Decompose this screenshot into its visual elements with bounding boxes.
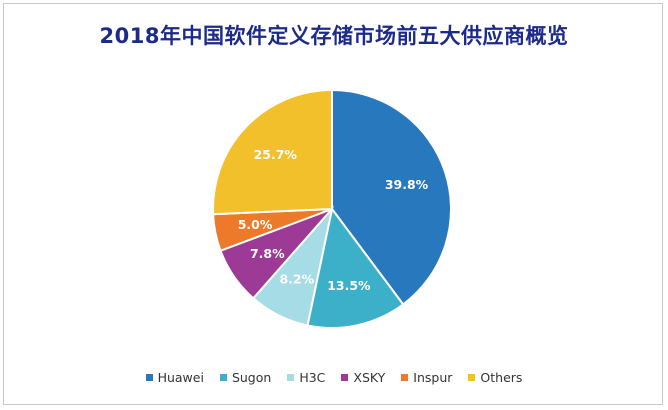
- pie-slice-others: [212, 88, 333, 216]
- legend-swatch-xsky: [341, 374, 349, 381]
- legend-label-huawei: Huawei: [157, 370, 204, 385]
- legend-item-inspur: Inspur: [401, 370, 452, 385]
- legend-label-inspur: Inspur: [413, 370, 453, 385]
- data-label-others: 25.7%: [254, 147, 298, 162]
- legend-label-others: Others: [480, 370, 523, 385]
- chart-title: 2018年中国软件定义存储市场前五大供应商概览: [99, 24, 569, 48]
- legend-label-h3c: H3C: [299, 370, 326, 385]
- chart-legend: Huawei Sugon H3C XSKY Inspur Others: [0, 370, 668, 385]
- legend-label-sugon: Sugon: [231, 370, 272, 385]
- pie-slice-sugon: [306, 206, 405, 329]
- data-label-xsky: 7.8%: [250, 246, 285, 261]
- data-label-h3c: 8.2%: [279, 272, 314, 287]
- legend-swatch-h3c: [287, 374, 295, 381]
- data-label-huawei: 39.8%: [385, 177, 429, 192]
- legend-item-others: Others: [468, 370, 522, 385]
- legend-item-sugon: Sugon: [219, 370, 272, 385]
- legend-item-huawei: Huawei: [145, 370, 204, 385]
- legend-swatch-sugon: [219, 374, 227, 381]
- legend-swatch-huawei: [145, 374, 153, 381]
- legend-item-xsky: XSKY: [341, 370, 385, 385]
- legend-label-xsky: XSKY: [353, 370, 386, 385]
- legend-item-h3c: H3C: [287, 370, 325, 385]
- pie-slice-huawei: [331, 88, 452, 306]
- legend-swatch-others: [468, 374, 476, 381]
- legend-swatch-inspur: [401, 374, 409, 381]
- data-label-inspur: 5.0%: [238, 217, 273, 232]
- data-label-sugon: 13.5%: [327, 278, 371, 293]
